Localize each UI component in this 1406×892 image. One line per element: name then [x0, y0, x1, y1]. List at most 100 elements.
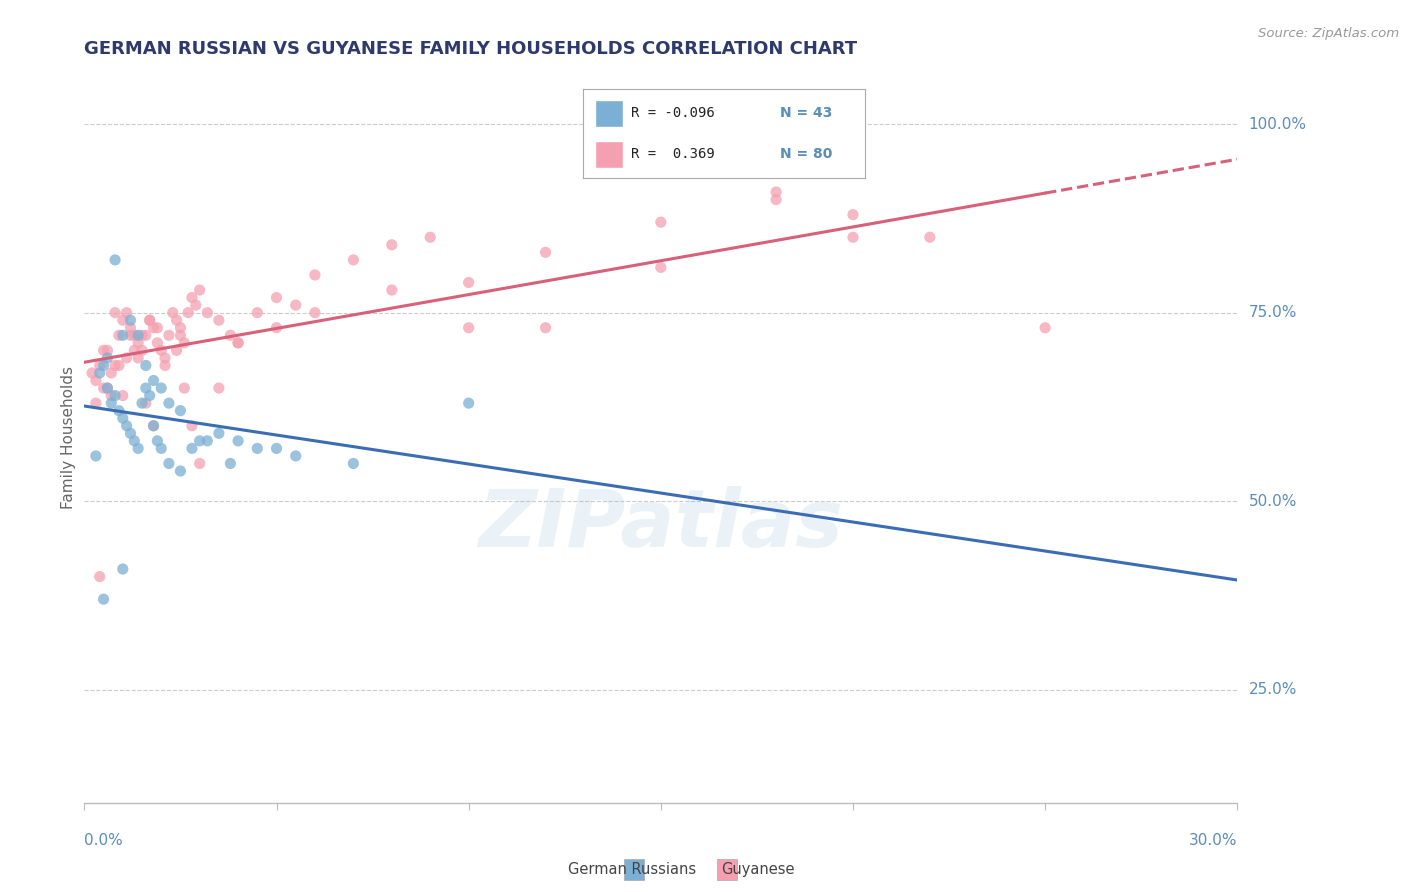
Point: [111, 389, 134, 403]
Point: [138, 313, 160, 327]
Point: [169, 320, 191, 334]
Text: GERMAN RUSSIAN VS GUYANESE FAMILY HOUSEHOLDS CORRELATION CHART: GERMAN RUSSIAN VS GUYANESE FAMILY HOUSEH…: [84, 40, 858, 58]
Point: [127, 328, 149, 343]
Point: [100, 396, 122, 410]
Point: [142, 374, 165, 388]
Point: [208, 426, 231, 441]
Point: [173, 335, 195, 350]
Point: [208, 381, 231, 395]
Point: [169, 403, 191, 417]
Bar: [595, 100, 623, 127]
Point: [150, 343, 173, 358]
Text: ZIPatlas: ZIPatlas: [478, 486, 844, 564]
Point: [157, 328, 180, 343]
Point: [166, 343, 188, 358]
Point: [266, 442, 288, 456]
Point: [80, 366, 103, 380]
Point: [226, 335, 249, 350]
Point: [104, 306, 127, 320]
Point: [184, 298, 207, 312]
Point: [120, 320, 142, 334]
Point: [111, 411, 134, 425]
Point: [138, 389, 160, 403]
Point: [181, 291, 204, 305]
Point: [124, 343, 146, 358]
Point: [89, 569, 111, 583]
Point: [918, 230, 941, 244]
Point: [96, 343, 118, 358]
Point: [188, 283, 211, 297]
Point: [104, 252, 127, 267]
Point: [108, 403, 131, 417]
Point: [188, 457, 211, 471]
Point: [765, 193, 787, 207]
Text: Source: ZipAtlas.com: Source: ZipAtlas.com: [1258, 27, 1399, 40]
Y-axis label: Family Households: Family Households: [60, 366, 76, 508]
Point: [157, 396, 180, 410]
Point: [84, 449, 107, 463]
Point: [534, 245, 557, 260]
Point: [146, 335, 169, 350]
Point: [131, 396, 153, 410]
Point: [1033, 320, 1056, 334]
Text: 0.0%: 0.0%: [84, 833, 124, 848]
Text: 30.0%: 30.0%: [1189, 833, 1237, 848]
Point: [135, 328, 157, 343]
Point: [157, 457, 180, 471]
Point: [115, 306, 138, 320]
Text: 75.0%: 75.0%: [1249, 305, 1296, 320]
Point: [284, 298, 307, 312]
Point: [93, 343, 115, 358]
Point: [89, 366, 111, 380]
Point: [162, 306, 184, 320]
Point: [127, 335, 149, 350]
Point: [138, 313, 160, 327]
Point: [169, 328, 191, 343]
Point: [534, 320, 557, 334]
Point: [146, 434, 169, 448]
Point: [120, 328, 142, 343]
Point: [111, 562, 134, 576]
Point: [93, 381, 115, 395]
Point: [650, 260, 672, 275]
Point: [96, 381, 118, 395]
Point: [150, 442, 173, 456]
Point: [266, 320, 288, 334]
Text: 50.0%: 50.0%: [1249, 493, 1296, 508]
Point: [266, 291, 288, 305]
Point: [219, 457, 242, 471]
Point: [342, 252, 364, 267]
Point: [342, 457, 364, 471]
Point: [96, 351, 118, 365]
Point: [219, 328, 242, 343]
Point: [135, 396, 157, 410]
Point: [100, 389, 122, 403]
Point: [173, 381, 195, 395]
Point: [120, 426, 142, 441]
Point: [842, 208, 865, 222]
Point: [208, 313, 231, 327]
Bar: [595, 141, 623, 168]
Point: [131, 343, 153, 358]
Point: [226, 335, 249, 350]
Point: [153, 351, 176, 365]
Point: [135, 381, 157, 395]
Point: [115, 351, 138, 365]
Point: [246, 442, 269, 456]
Point: [765, 185, 787, 199]
Point: [226, 434, 249, 448]
Point: [246, 306, 269, 320]
Point: [169, 464, 191, 478]
Point: [177, 306, 200, 320]
Text: 25.0%: 25.0%: [1249, 682, 1296, 698]
Point: [650, 215, 672, 229]
Point: [104, 389, 127, 403]
Text: 100.0%: 100.0%: [1249, 117, 1306, 132]
Text: Guyanese: Guyanese: [721, 863, 794, 877]
Point: [84, 396, 107, 410]
Point: [419, 230, 441, 244]
Point: [124, 328, 146, 343]
Point: [195, 434, 218, 448]
Point: [111, 328, 134, 343]
Point: [89, 359, 111, 373]
